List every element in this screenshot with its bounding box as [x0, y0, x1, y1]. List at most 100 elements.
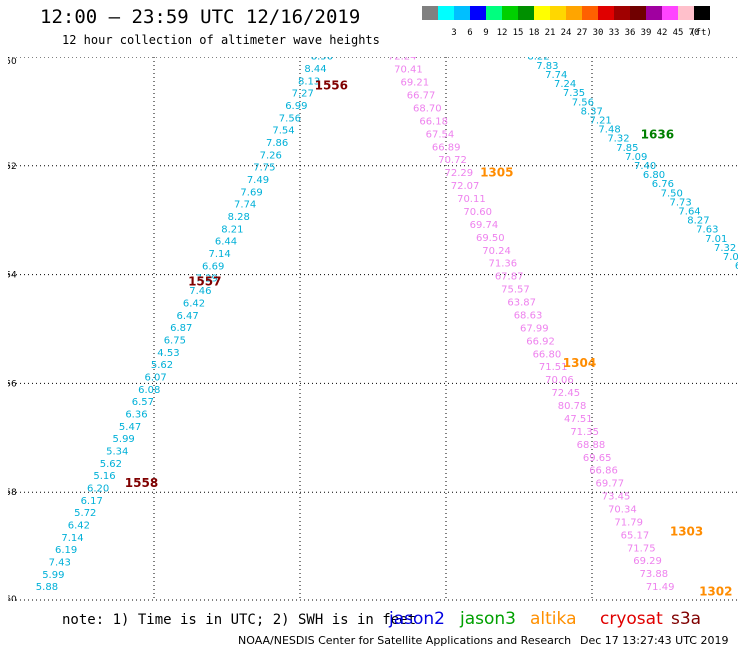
- legend-swatch: [534, 6, 550, 20]
- wave-height-value: 71.75: [627, 543, 656, 554]
- wave-height-value: 72.45: [551, 388, 580, 399]
- wave-height-value: 7.46: [189, 286, 211, 297]
- map-subtitle: 12 hour collection of altimeter wave hei…: [62, 33, 380, 47]
- wave-height-value: 66.92: [526, 336, 555, 347]
- wave-height-value: 7.86: [266, 138, 288, 149]
- wave-height-map: -50-52-54-56-58-60-105-102-99-96-93-908.…: [8, 57, 738, 601]
- wave-height-value: 67.99: [520, 323, 549, 334]
- wave-height-value: 7.27: [292, 89, 314, 100]
- legend-label: 33: [608, 28, 620, 38]
- lat-tick-label: -54: [8, 271, 17, 281]
- wave-height-value: 7.54: [272, 126, 294, 137]
- wave-height-value: 6.75: [164, 335, 186, 346]
- legend-label: 27: [576, 28, 588, 38]
- footer-timestamp: Dec 17 13:27:43 UTC 2019: [580, 634, 729, 647]
- legend-unit: (ft): [690, 28, 712, 38]
- wave-height-value: 7.32: [607, 134, 629, 145]
- wave-height-value: 7.56: [279, 113, 301, 124]
- satellite-jason3: jason3: [460, 609, 516, 629]
- pass-time-label: 1303: [670, 525, 703, 539]
- wave-height-value: 72.07: [451, 181, 480, 192]
- legend-label: 70: [688, 28, 700, 38]
- wave-height-value: 5.99: [113, 434, 135, 445]
- wave-height-value: 71.49: [646, 582, 675, 593]
- wave-height-value: 6.42: [183, 298, 205, 309]
- wave-height-value: 70.34: [608, 505, 637, 516]
- wave-height-value: 7.50: [661, 188, 683, 199]
- wave-height-value: 66.18: [419, 116, 448, 127]
- wave-height-value: 7.73: [670, 197, 692, 208]
- wave-height-value: 5.99: [42, 570, 64, 581]
- legend-label: 3: [451, 28, 457, 38]
- legend-label: 9: [483, 28, 489, 38]
- legend-label: 18: [528, 28, 540, 38]
- satellite-s3a: s3a: [671, 609, 702, 629]
- wave-height-value: 7.01: [723, 252, 738, 263]
- wave-height-value: 8.56: [311, 57, 333, 63]
- legend-swatch: [646, 6, 662, 20]
- wave-height-value: 8.27: [687, 216, 709, 227]
- wave-height-value: 7.75: [253, 163, 275, 174]
- wave-height-value: 67.87: [495, 272, 524, 283]
- pass-time-label: 1304: [563, 356, 596, 370]
- wave-height-value: 71.36: [489, 259, 518, 270]
- wave-height-value: 7.63: [696, 225, 718, 236]
- wave-height-value: 66.89: [432, 142, 461, 153]
- wave-height-value: 71.79: [614, 517, 643, 528]
- legend-swatch: [614, 6, 630, 20]
- wave-height-value: 66.86: [589, 466, 618, 477]
- wave-height-value: 70.06: [545, 375, 574, 386]
- legend-swatch: [694, 6, 710, 20]
- satellite-cryosat: cryosat: [600, 609, 663, 629]
- wave-height-value: 7.56: [572, 97, 594, 108]
- wave-height-value: 73.45: [602, 492, 631, 503]
- legend-swatch: [566, 6, 582, 20]
- wave-height-value: 6.99: [285, 101, 307, 112]
- wave-height-value: 6.87: [170, 323, 192, 334]
- legend-label: 42: [656, 28, 668, 38]
- wave-height-value: 6.07: [145, 372, 167, 383]
- wave-height-value: 8.44: [304, 64, 326, 75]
- legend-swatch: [630, 6, 646, 20]
- lat-tick-label: -56: [8, 379, 17, 389]
- wave-height-value: 72.29: [444, 168, 473, 179]
- wave-height-value: 68.70: [413, 103, 442, 114]
- wave-height-value: 68.88: [577, 440, 606, 451]
- wave-height-value: 8.13: [298, 76, 320, 87]
- wave-height-value: 5.62: [100, 459, 122, 470]
- lat-tick-label: -58: [8, 488, 17, 498]
- lat-tick-label: -52: [8, 162, 17, 172]
- wave-height-value: 7.85: [616, 143, 638, 154]
- wave-height-value: 75.57: [501, 285, 530, 296]
- pass-time-label: 1557: [188, 274, 221, 288]
- wave-height-value: 6.44: [215, 237, 237, 248]
- wave-height-value: 8.21: [221, 224, 243, 235]
- wave-height-value: 69.50: [476, 233, 505, 244]
- wave-height-value: 6.42: [68, 520, 90, 531]
- wave-height-value: 66.77: [407, 91, 436, 102]
- wave-height-value: 68.63: [514, 310, 543, 321]
- wave-height-value: 7.24: [554, 79, 576, 90]
- legend-swatch: [486, 6, 502, 20]
- wave-height-value: 70.24: [482, 246, 511, 257]
- wave-height-value: 7.83: [536, 61, 558, 72]
- legend-label: 39: [640, 28, 652, 38]
- satellite-altika: altika: [530, 609, 577, 629]
- wave-height-value: 7.40: [634, 161, 656, 172]
- lat-tick-label: -60: [8, 595, 17, 601]
- wave-height-value: 7.26: [260, 150, 282, 161]
- legend-label: 21: [544, 28, 556, 38]
- wave-height-value: 8.22: [527, 57, 549, 63]
- wave-height-value: 69.29: [633, 556, 662, 567]
- wave-height-value: 70.60: [463, 207, 492, 218]
- wave-height-value: 6.57: [132, 397, 154, 408]
- pass-time-label: 1302: [699, 585, 732, 599]
- legend-label: 36: [624, 28, 636, 38]
- wave-height-value: 8.28: [228, 212, 250, 223]
- wave-height-value: 7.29: [196, 274, 218, 285]
- wave-height-value: 69.77: [595, 479, 624, 490]
- legend-label: 12: [496, 28, 508, 38]
- wave-height-value: 71.35: [570, 427, 599, 438]
- legend-swatch: [422, 6, 438, 20]
- wave-height-value: 5.47: [119, 422, 141, 433]
